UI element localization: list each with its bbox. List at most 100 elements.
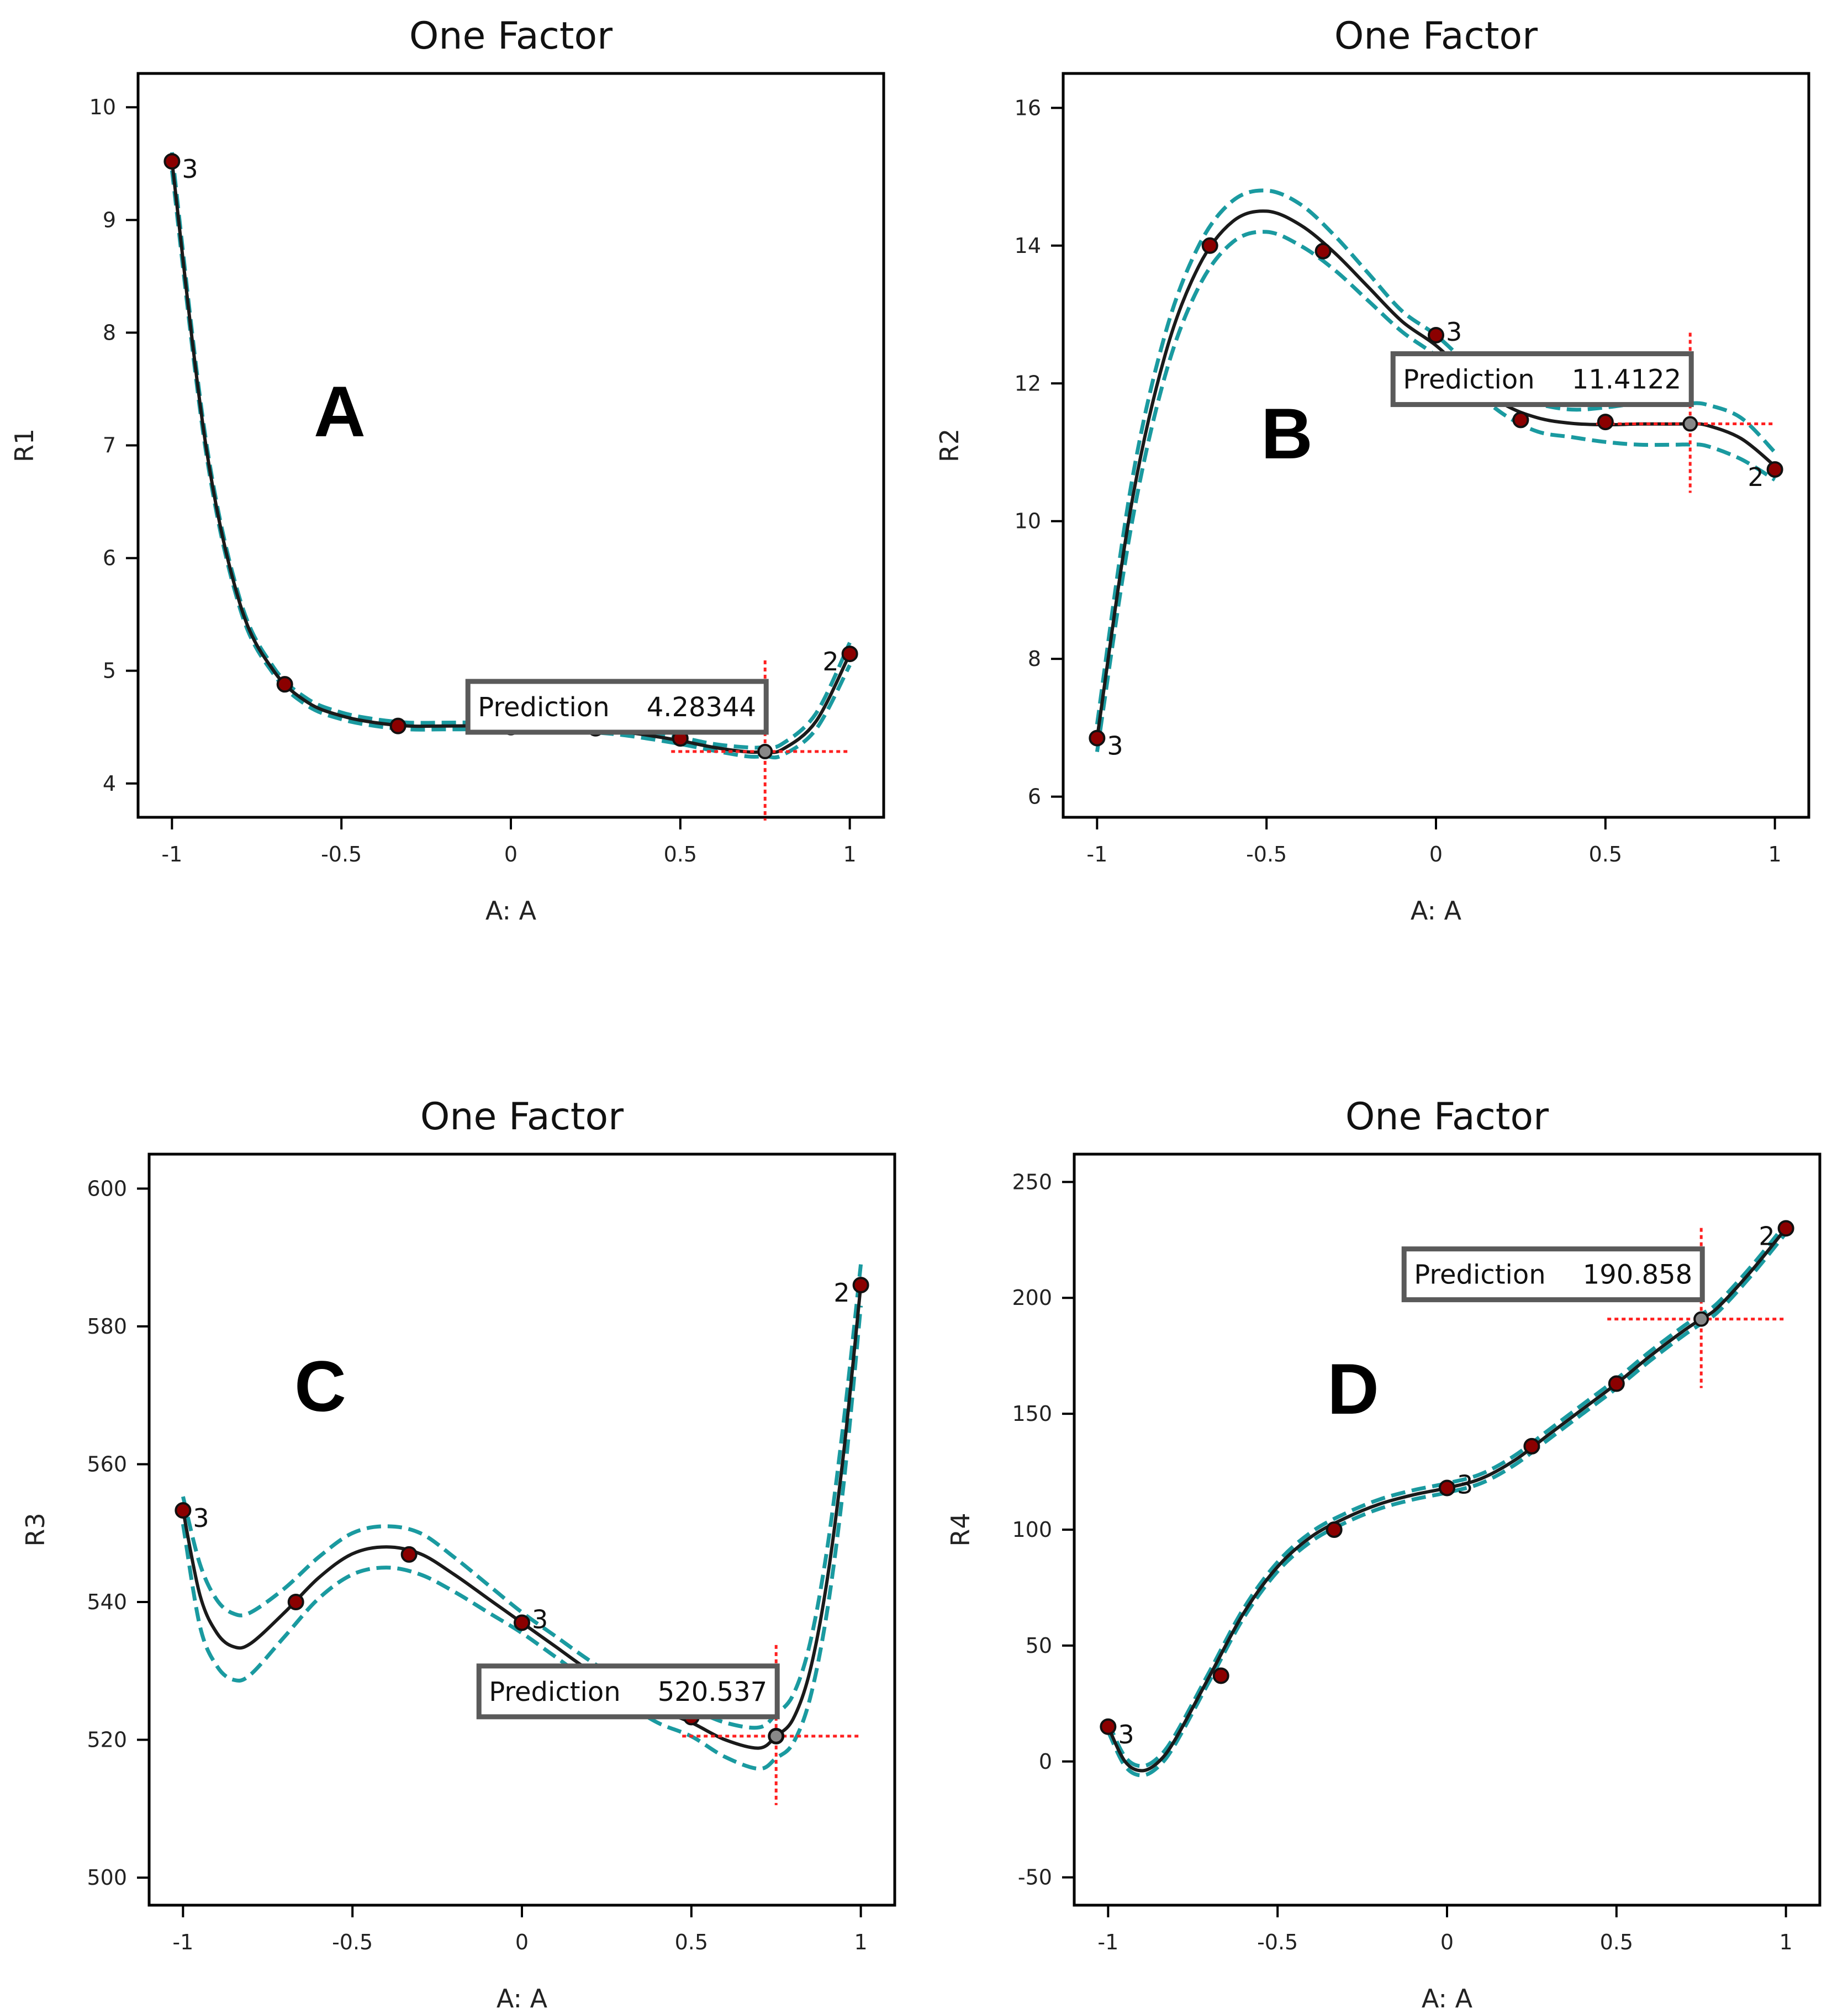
prediction-label: Prediction (489, 1677, 620, 1707)
prediction-value: 11.4122 (1572, 364, 1682, 395)
prediction-box[interactable]: Prediction 11.4122 (1390, 351, 1694, 408)
ci-lower-band (1106, 1231, 1788, 1778)
x-tick-label: -1 (161, 842, 182, 866)
x-tick-label: -0.5 (1246, 842, 1287, 866)
fitted-curve (1095, 209, 1776, 739)
y-tick-label: 500 (87, 1865, 127, 1890)
prediction-box[interactable]: Prediction 520.537 (476, 1663, 780, 1720)
panel-letter: A (314, 371, 366, 452)
data-point (1089, 729, 1106, 747)
y-tick-label: 10 (1015, 509, 1041, 533)
replicate-count-label: 3 (1446, 317, 1462, 347)
fitted-curve (170, 161, 852, 754)
x-tick-label: 1 (1780, 1930, 1793, 1954)
data-point (175, 1502, 192, 1519)
replicate-count-label: 3 (1107, 731, 1123, 761)
replicate-count-label: 3 (182, 154, 198, 184)
replicate-count-label: 3 (1457, 1469, 1473, 1499)
prediction-box[interactable]: Prediction 190.858 (1401, 1246, 1705, 1303)
y-tick-label: 8 (103, 320, 116, 345)
y-tick-label: 10 (89, 95, 116, 119)
data-point (1201, 237, 1218, 254)
replicate-count-label: 2 (822, 647, 838, 676)
data-point (1766, 461, 1783, 478)
y-axis-label: R3 (20, 1513, 50, 1546)
x-tick-label: 0 (515, 1930, 529, 1954)
replicate-count-label: 2 (1747, 462, 1763, 492)
data-point (1608, 1375, 1625, 1392)
prediction-point[interactable] (768, 1728, 784, 1744)
y-tick-label: 6 (103, 546, 116, 570)
ci-upper-band (1095, 188, 1777, 725)
data-point (1326, 1521, 1343, 1538)
panel-letter: D (1327, 1349, 1379, 1429)
y-tick-label: 150 (1012, 1402, 1052, 1426)
chart-panel-c: One Factor -1 -0.5 0 0.5 1 500 520 540 560 580 600 A… (20, 1095, 896, 2009)
replicate-count-label: 2 (1759, 1221, 1775, 1251)
y-tick-label: 8 (1028, 647, 1041, 671)
ci-upper-band (181, 1264, 863, 1730)
ci-lower-band (1095, 230, 1776, 753)
ci-upper-band (170, 152, 852, 750)
data-point (514, 1614, 530, 1631)
y-tick-label: 540 (87, 1590, 127, 1614)
y-axis-label: R4 (946, 1513, 975, 1546)
chart-title: One Factor (1345, 1095, 1549, 1139)
chart-title: One Factor (1334, 14, 1538, 58)
y-tick-label: 0 (1039, 1749, 1052, 1774)
x-tick-label: -1 (172, 1930, 193, 1954)
x-tick-label: -0.5 (332, 1930, 373, 1954)
prediction-point[interactable] (1693, 1311, 1709, 1327)
fitted-curve (181, 1284, 863, 1750)
fitted-curve (1106, 1227, 1787, 1773)
replicate-count-label: 3 (532, 1604, 548, 1634)
data-point (1212, 1667, 1229, 1684)
ci-lower-band (181, 1305, 863, 1771)
data-point (1428, 326, 1444, 343)
x-tick-label: 0.5 (664, 842, 697, 866)
ci-upper-band (1106, 1222, 1788, 1768)
x-tick-label: -0.5 (1257, 1930, 1298, 1954)
x-tick-label: 1 (1768, 842, 1782, 866)
y-tick-label: 600 (87, 1176, 127, 1201)
panel-letter: C (294, 1346, 346, 1426)
replicate-count-label: 3 (1118, 1720, 1134, 1749)
x-tick-label: 1 (854, 1930, 868, 1954)
x-tick-label: -1 (1097, 1930, 1118, 1954)
data-point (852, 1277, 869, 1294)
x-tick-label: 0.5 (1589, 842, 1622, 866)
x-tick-label: -0.5 (321, 842, 362, 866)
prediction-value: 190.858 (1583, 1260, 1693, 1291)
x-axis-label: A: A (497, 1984, 548, 2009)
data-point (1777, 1220, 1794, 1237)
y-axis-label: R2 (934, 429, 964, 462)
chart-panel-d: One Factor -1 -0.5 0 0.5 1 -50 0 50 100 150 200 250 A… (946, 1095, 1821, 2009)
y-tick-label: 5 (103, 659, 116, 683)
y-tick-label: 560 (87, 1452, 127, 1476)
prediction-point[interactable] (1682, 416, 1698, 432)
x-tick-label: 0 (504, 842, 518, 866)
prediction-label: Prediction (1414, 1260, 1545, 1291)
data-point (1314, 242, 1332, 260)
data-point (1597, 414, 1614, 431)
replicate-count-label: 2 (833, 1278, 849, 1308)
prediction-point[interactable] (757, 743, 773, 759)
y-tick-label: 16 (1015, 96, 1041, 120)
x-tick-label: -1 (1086, 842, 1107, 866)
x-axis-label: A: A (1411, 896, 1462, 926)
y-axis-label: R1 (9, 429, 39, 462)
chart-title: One Factor (420, 1095, 624, 1139)
prediction-box[interactable]: Prediction 4.28344 (465, 679, 769, 735)
y-tick-label: 12 (1015, 371, 1041, 395)
prediction-value: 4.28344 (647, 692, 757, 723)
data-point (400, 1546, 418, 1563)
panel-letter: B (1261, 393, 1313, 474)
data-point (1100, 1718, 1117, 1735)
plot-frame (147, 1152, 896, 1907)
y-tick-label: 580 (87, 1314, 127, 1339)
y-tick-label: 520 (87, 1728, 127, 1752)
y-tick-label: 250 (1012, 1170, 1052, 1194)
